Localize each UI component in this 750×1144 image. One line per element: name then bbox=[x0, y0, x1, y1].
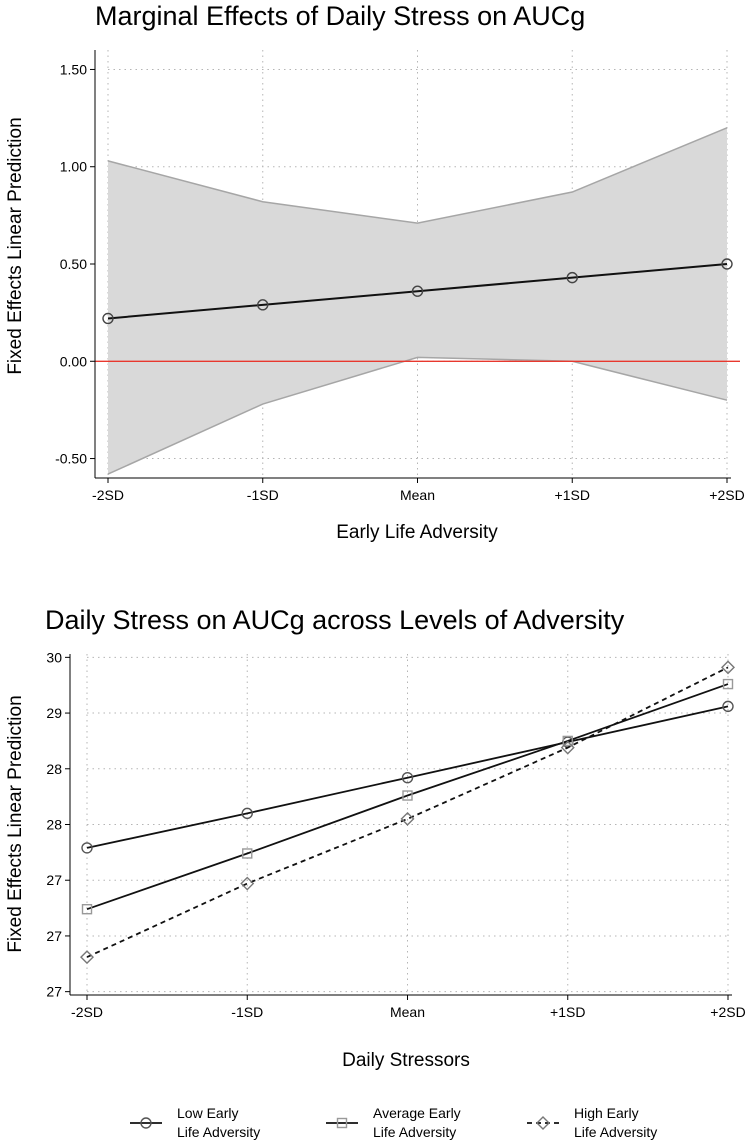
series-point-2 bbox=[242, 848, 253, 859]
ci-lower-line bbox=[107, 356, 728, 475]
y-tick-label: 28 bbox=[46, 761, 62, 777]
legend-marker-2 bbox=[336, 1117, 348, 1129]
series-point-2 bbox=[81, 903, 93, 915]
x-tick-label: +1SD bbox=[550, 1004, 585, 1020]
x-tick-label: -2SD bbox=[92, 487, 124, 503]
series-point-1 bbox=[241, 807, 253, 820]
legend-label-3: High Early bbox=[574, 1105, 639, 1121]
series-point-2 bbox=[402, 790, 413, 801]
series-point-3 bbox=[400, 811, 415, 826]
marginal-effect-point bbox=[257, 299, 269, 311]
x-tick-label: +1SD bbox=[555, 487, 590, 503]
x-tick-label: +2SD bbox=[709, 487, 744, 503]
chart-1-x-axis-title: Early Life Adversity bbox=[336, 522, 498, 543]
x-tick-label: -1SD bbox=[247, 487, 279, 503]
y-tick-label: -0.50 bbox=[55, 451, 87, 467]
marginal-effect-line bbox=[107, 263, 728, 320]
chart-2-series bbox=[80, 660, 735, 965]
series-line-1 bbox=[86, 705, 729, 849]
legend-label-2: Life Adversity bbox=[373, 1124, 456, 1140]
marginal-effect-point bbox=[721, 258, 733, 270]
series-point-1 bbox=[722, 700, 734, 713]
marginal-effect-point bbox=[411, 285, 424, 297]
marginal-effect-point bbox=[566, 271, 578, 284]
chart-1-y-axis-title: Fixed Effects Linear Prediction bbox=[5, 117, 26, 374]
chart-2-legend: Low Early Life Adversity Average Early Life… bbox=[130, 1105, 657, 1140]
ci-band-area bbox=[108, 127, 727, 475]
series-point-2 bbox=[722, 678, 734, 690]
y-tick-label: 0.50 bbox=[60, 256, 87, 272]
series-point-3 bbox=[80, 950, 94, 965]
chart-1-title: Marginal Effects of Daily Stress on AUCg bbox=[95, 1, 585, 31]
y-tick-label: 28 bbox=[46, 817, 62, 833]
x-tick-label: Mean bbox=[400, 487, 435, 503]
chart-2-axes: 30 29 28 28 27 27 27 -2SD -1SD Mean +1SD +2SD bbox=[46, 649, 745, 1020]
series-point-1 bbox=[401, 771, 414, 784]
y-tick-label: 27 bbox=[46, 872, 62, 888]
x-tick-label: +2SD bbox=[710, 1004, 745, 1020]
y-tick-label: 30 bbox=[46, 649, 62, 665]
ci-upper-line bbox=[107, 127, 728, 224]
chart-1-axes: 1.50 1.00 0.50 0.00 -0.50 -2SD -1SD Mean +1SD +2S… bbox=[55, 50, 745, 503]
y-tick-label: 0.00 bbox=[60, 353, 87, 369]
chart-2-x-axis-title: Daily Stressors bbox=[342, 1050, 470, 1071]
legend-marker-1 bbox=[140, 1117, 152, 1129]
legend-label-1: Life Adversity bbox=[177, 1124, 260, 1140]
legend-label-2: Average Early bbox=[373, 1105, 461, 1121]
chart-2-y-axis-title: Fixed Effects Linear Prediction bbox=[5, 695, 26, 952]
legend-label-3: Life Adversity bbox=[574, 1124, 657, 1140]
x-tick-label: -2SD bbox=[71, 1004, 103, 1020]
chart-1-series bbox=[102, 258, 733, 325]
y-tick-label: 29 bbox=[46, 705, 62, 721]
y-tick-label: 1.00 bbox=[60, 159, 87, 175]
y-tick-label: 27 bbox=[46, 984, 62, 1000]
chart-2-title: Daily Stress on AUCg across Levels of Ad… bbox=[45, 605, 625, 635]
legend-label-1: Low Early bbox=[177, 1105, 238, 1121]
y-tick-label: 27 bbox=[46, 928, 62, 944]
marginal-effect-point bbox=[102, 312, 114, 325]
x-tick-label: Mean bbox=[390, 1004, 425, 1020]
chart-1: Marginal Effects of Daily Stress on AUCg… bbox=[5, 1, 745, 543]
series-line-2 bbox=[86, 683, 729, 911]
series-point-3 bbox=[721, 660, 735, 675]
series-point-1 bbox=[81, 842, 93, 854]
chart-2: Daily Stress on AUCg across Levels of Ad… bbox=[5, 605, 746, 1140]
x-tick-label: -1SD bbox=[231, 1004, 263, 1020]
series-point-3 bbox=[240, 876, 255, 891]
chart-1-ci-band bbox=[107, 127, 728, 475]
y-tick-label: 1.50 bbox=[60, 61, 87, 77]
series-line-3 bbox=[86, 666, 729, 958]
series-point-3 bbox=[560, 740, 575, 755]
legend-marker-3 bbox=[536, 1116, 550, 1130]
series-point-2 bbox=[562, 735, 573, 747]
